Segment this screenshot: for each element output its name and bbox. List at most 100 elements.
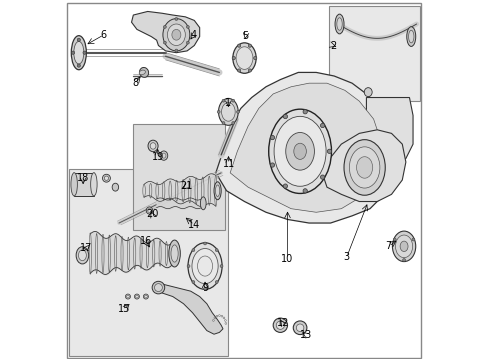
Ellipse shape: [146, 207, 152, 214]
Text: 10: 10: [281, 254, 293, 264]
Ellipse shape: [283, 184, 287, 188]
Bar: [328, 6, 419, 101]
Ellipse shape: [303, 109, 307, 114]
Ellipse shape: [163, 26, 166, 28]
Text: 14: 14: [188, 220, 200, 230]
Ellipse shape: [220, 265, 223, 267]
Ellipse shape: [134, 294, 139, 299]
Ellipse shape: [237, 69, 240, 72]
Ellipse shape: [296, 324, 303, 332]
Ellipse shape: [270, 135, 274, 140]
Ellipse shape: [135, 295, 138, 298]
Ellipse shape: [90, 173, 97, 196]
Ellipse shape: [187, 265, 190, 267]
Ellipse shape: [200, 197, 206, 210]
Text: 13: 13: [300, 330, 312, 340]
Ellipse shape: [175, 18, 178, 21]
Ellipse shape: [336, 18, 342, 30]
Ellipse shape: [253, 57, 256, 60]
Ellipse shape: [163, 41, 166, 44]
Ellipse shape: [215, 249, 218, 252]
Ellipse shape: [222, 99, 224, 102]
Ellipse shape: [125, 294, 130, 299]
Ellipse shape: [192, 248, 218, 284]
Ellipse shape: [283, 114, 287, 119]
Ellipse shape: [268, 109, 331, 193]
Ellipse shape: [274, 116, 325, 186]
Ellipse shape: [214, 182, 221, 200]
Ellipse shape: [144, 295, 147, 298]
Ellipse shape: [77, 38, 80, 41]
Ellipse shape: [248, 44, 251, 47]
Ellipse shape: [303, 189, 307, 193]
Ellipse shape: [160, 151, 167, 160]
Text: 11: 11: [222, 159, 234, 169]
Ellipse shape: [320, 175, 324, 179]
Ellipse shape: [163, 19, 189, 51]
Text: 4: 4: [190, 30, 196, 40]
Ellipse shape: [126, 295, 129, 298]
Text: 8: 8: [132, 78, 138, 88]
Ellipse shape: [364, 87, 371, 96]
Ellipse shape: [175, 49, 178, 52]
Ellipse shape: [406, 27, 415, 46]
Ellipse shape: [334, 14, 344, 34]
Ellipse shape: [192, 280, 194, 283]
Ellipse shape: [74, 41, 83, 64]
Ellipse shape: [104, 176, 108, 180]
Ellipse shape: [139, 70, 145, 75]
Ellipse shape: [349, 147, 379, 188]
Ellipse shape: [112, 183, 119, 191]
Ellipse shape: [71, 36, 86, 70]
Ellipse shape: [411, 238, 414, 241]
Ellipse shape: [192, 249, 194, 252]
Ellipse shape: [236, 111, 239, 113]
Polygon shape: [215, 72, 398, 223]
Ellipse shape: [356, 157, 372, 178]
Ellipse shape: [326, 149, 331, 153]
Ellipse shape: [186, 41, 189, 44]
Ellipse shape: [232, 57, 235, 60]
Ellipse shape: [320, 123, 324, 128]
Ellipse shape: [203, 287, 206, 290]
Ellipse shape: [154, 284, 162, 292]
Ellipse shape: [167, 24, 185, 45]
Ellipse shape: [399, 241, 407, 252]
Text: 15: 15: [118, 304, 130, 314]
Ellipse shape: [217, 111, 220, 113]
Polygon shape: [131, 12, 199, 53]
Ellipse shape: [168, 240, 180, 267]
Text: 5: 5: [242, 31, 248, 41]
Text: 21: 21: [180, 181, 192, 192]
Ellipse shape: [76, 247, 88, 264]
Ellipse shape: [102, 174, 110, 182]
Text: 12: 12: [276, 319, 288, 328]
Ellipse shape: [171, 30, 181, 40]
Ellipse shape: [392, 231, 415, 262]
Text: 20: 20: [145, 209, 158, 219]
Ellipse shape: [248, 69, 251, 72]
Ellipse shape: [215, 280, 218, 283]
Ellipse shape: [276, 321, 284, 329]
Ellipse shape: [71, 51, 75, 54]
Ellipse shape: [232, 43, 256, 73]
Ellipse shape: [270, 163, 274, 167]
Ellipse shape: [152, 281, 164, 294]
Ellipse shape: [273, 318, 287, 332]
Text: 6: 6: [101, 30, 107, 40]
Text: 9: 9: [202, 283, 208, 293]
Bar: [133, 125, 224, 230]
Ellipse shape: [147, 208, 151, 212]
Ellipse shape: [171, 245, 178, 262]
Ellipse shape: [293, 321, 306, 334]
Text: 18: 18: [77, 173, 89, 183]
Ellipse shape: [215, 185, 219, 197]
Ellipse shape: [231, 122, 234, 125]
Ellipse shape: [143, 294, 148, 299]
Ellipse shape: [231, 99, 234, 102]
Ellipse shape: [236, 47, 252, 69]
Text: 3: 3: [343, 252, 349, 262]
Ellipse shape: [148, 140, 158, 152]
Ellipse shape: [187, 243, 222, 289]
Ellipse shape: [78, 250, 86, 261]
